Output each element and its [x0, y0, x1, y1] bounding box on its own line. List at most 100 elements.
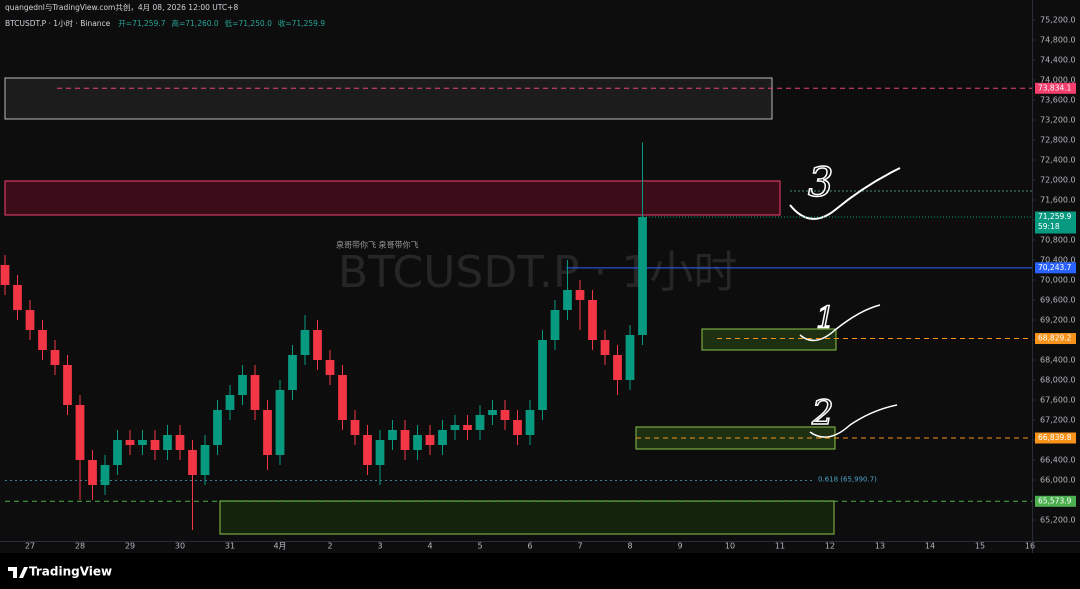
candle-body	[575, 290, 585, 300]
price-label-bg	[1035, 262, 1076, 274]
checkmark	[789, 167, 901, 220]
candle-body	[600, 340, 610, 355]
candle-body	[313, 330, 322, 360]
candle-body	[150, 440, 160, 450]
candle-body	[125, 440, 135, 445]
candle-body	[275, 390, 285, 455]
ohlc-value: 开=71,259.7	[118, 19, 165, 28]
y-tick-label: 68,000.0	[1040, 376, 1076, 385]
x-tick-label: 2	[327, 542, 332, 551]
checkmark	[799, 304, 881, 342]
zone-box	[4, 77, 773, 120]
x-tick-label: 16	[1025, 542, 1035, 551]
candle-body	[500, 410, 510, 420]
handwritten-note: 2	[811, 393, 834, 433]
y-tick-label: 74,400.0	[1040, 56, 1076, 65]
y-tick-label: 69,600.0	[1040, 296, 1076, 305]
y-tick-label: 70,800.0	[1040, 236, 1076, 245]
x-tick-label: 11	[775, 542, 785, 551]
x-tick-label: 10	[725, 542, 735, 551]
candle-body	[588, 300, 597, 340]
y-tick-label: 71,600.0	[1040, 196, 1076, 205]
candle-body	[375, 440, 385, 465]
y-tick-label: 68,400.0	[1040, 356, 1076, 365]
x-tick-label: 6	[527, 542, 532, 551]
y-tick-label: 67,200.0	[1040, 416, 1076, 425]
price-label-bg	[1035, 211, 1076, 234]
x-tick-label: 29	[125, 542, 135, 551]
candle-body	[238, 375, 247, 395]
price-label: 73,834.1	[1038, 83, 1072, 92]
x-tick-label: 31	[225, 542, 235, 551]
candle-body	[250, 375, 260, 410]
candle-body	[638, 217, 647, 335]
candle-body	[25, 310, 35, 330]
drawings	[4, 77, 1032, 535]
footer-bar	[0, 553, 1080, 589]
price-label: 68,829.2	[1038, 334, 1072, 343]
candle-body	[613, 355, 622, 380]
x-tick-label: 12	[825, 542, 835, 551]
price-label-bg	[1035, 495, 1076, 507]
candle-body	[513, 420, 522, 435]
x-tick-label: 9	[677, 542, 682, 551]
candle-body	[188, 450, 197, 475]
candle-body	[200, 445, 210, 475]
candle-body	[338, 375, 347, 420]
x-tick-label: 5	[477, 542, 482, 551]
x-tick-label: 15	[975, 542, 985, 551]
candle-body	[400, 430, 410, 450]
y-tick-label: 66,400.0	[1040, 456, 1076, 465]
price-label-bg	[1035, 432, 1076, 444]
checkmark	[809, 404, 898, 438]
candle-body	[75, 405, 85, 460]
candle-body	[475, 415, 485, 430]
candle-body	[163, 435, 172, 450]
ohlc-value: 低=71,250.0	[225, 18, 272, 28]
y-tick-label: 67,600.0	[1040, 396, 1076, 405]
handwritten-note: 1	[816, 301, 835, 336]
candle-body	[413, 435, 422, 450]
x-tick-label: 7	[577, 542, 582, 551]
candle-body	[88, 460, 97, 485]
handwritten-note: 3	[808, 160, 833, 206]
candle-body	[13, 285, 22, 310]
candle-body	[300, 330, 310, 355]
y-tick-label: 73,600.0	[1040, 96, 1076, 105]
candle-body	[350, 420, 360, 435]
candle-body	[363, 435, 372, 465]
countdown: 59:18	[1038, 222, 1060, 231]
y-tick-label: 65,200.0	[1040, 516, 1076, 525]
price-label: 70,243.7	[1038, 263, 1072, 272]
price-label-bg	[1035, 82, 1076, 94]
candle-body	[50, 350, 60, 365]
x-tick-label: 14	[925, 542, 935, 551]
candle-body	[563, 290, 572, 310]
logo	[8, 567, 28, 578]
candle-body	[525, 410, 535, 435]
candle-body	[425, 435, 435, 445]
zone-box	[219, 500, 835, 535]
x-tick-label: 8	[627, 542, 632, 551]
candle-body	[625, 335, 635, 380]
fib-label: 0.618 (65,990.7)	[818, 475, 877, 483]
price-label: 65,573.9	[1038, 496, 1072, 505]
candle-body	[100, 465, 110, 485]
zone-box	[701, 328, 837, 351]
y-tick-label: 72,800.0	[1040, 136, 1076, 145]
brand: TradingView	[29, 565, 112, 579]
price-label: 71,259.9	[1038, 212, 1072, 221]
y-tick-label: 75,200.0	[1040, 16, 1076, 25]
price-label-bg	[1035, 333, 1076, 345]
candle-body	[438, 430, 447, 445]
candle-body	[388, 430, 397, 440]
candle-body	[538, 340, 547, 410]
x-tick-label: 30	[175, 542, 185, 551]
y-tick-label: 74,800.0	[1040, 36, 1076, 45]
candle-body	[38, 330, 47, 350]
candle-body	[550, 310, 560, 340]
candle-body	[213, 410, 222, 445]
price-label: 66,839.8	[1038, 433, 1072, 442]
